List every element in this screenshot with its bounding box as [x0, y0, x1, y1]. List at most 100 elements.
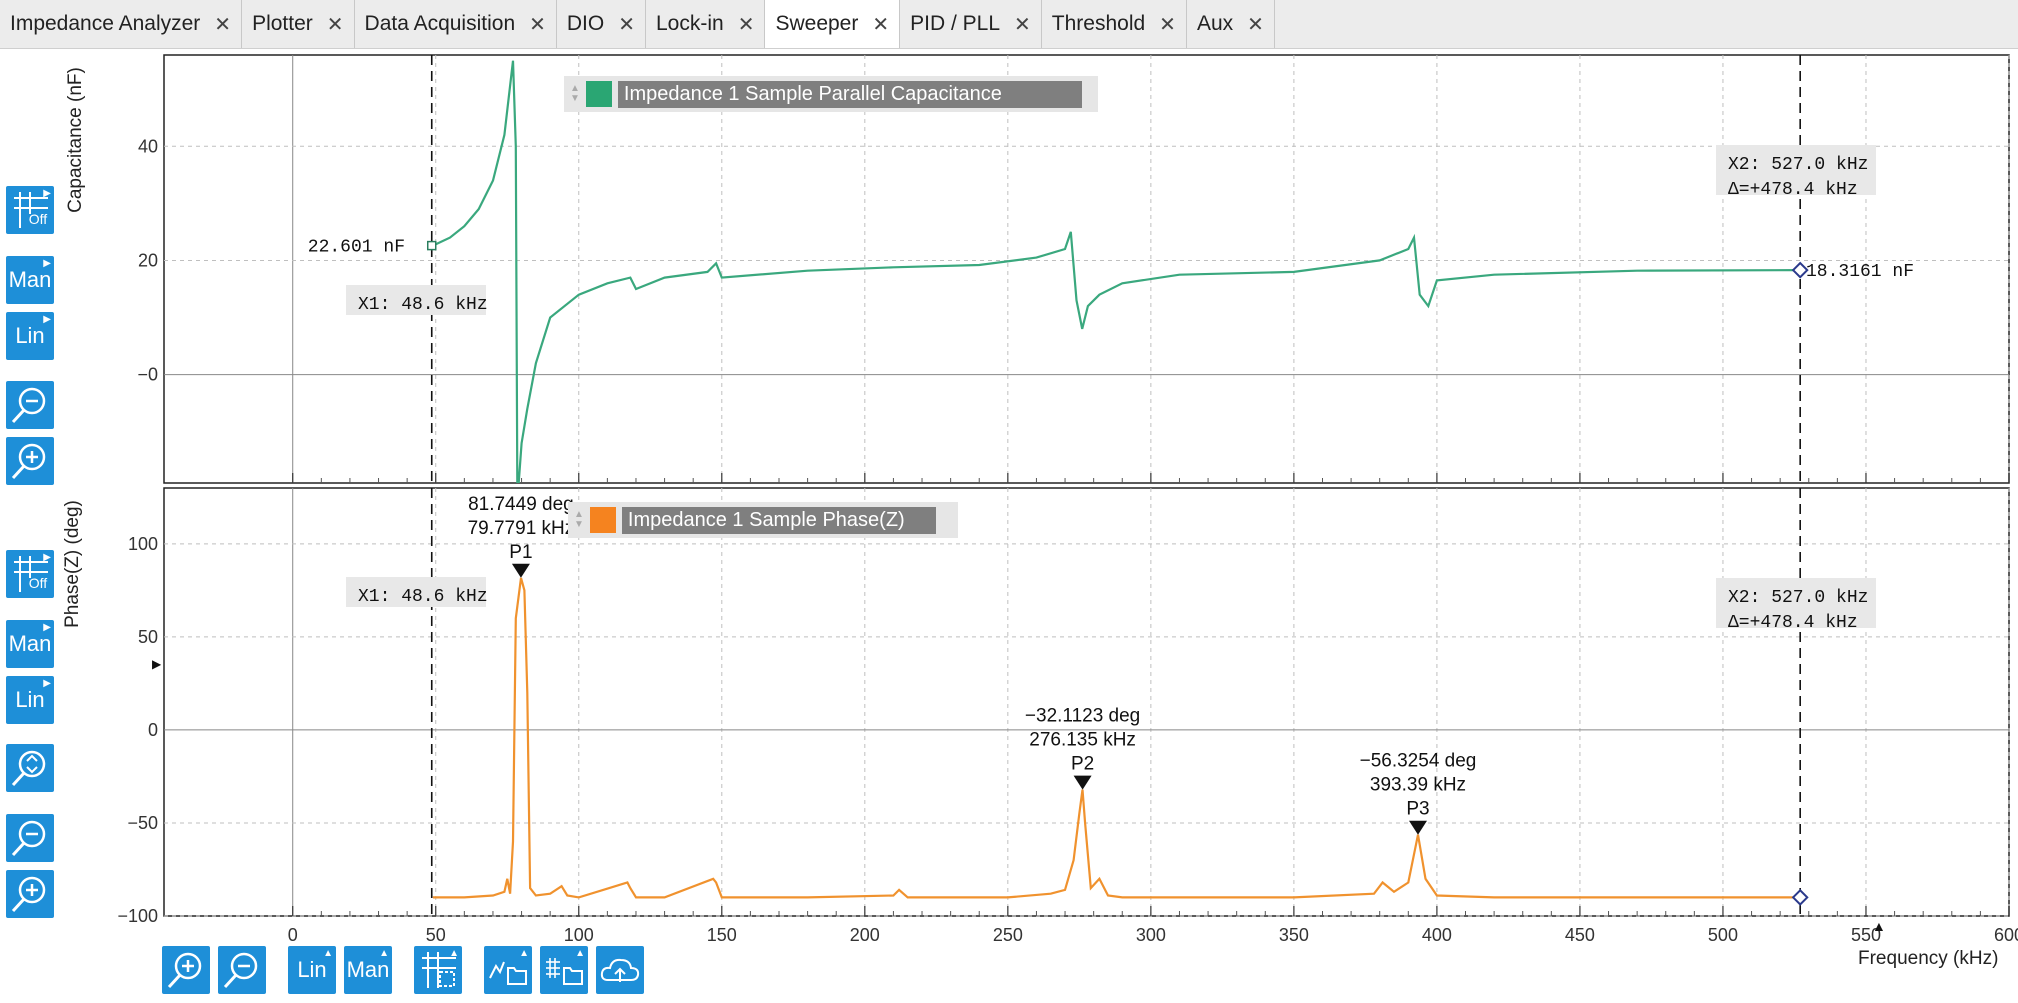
caret-icon: ▶: [43, 678, 51, 689]
tab-lock-in[interactable]: Lock-in ✕: [646, 0, 766, 48]
tab-threshold[interactable]: Threshold ✕: [1042, 0, 1187, 48]
phase-axis-label: Phase(Z) (deg): [62, 500, 83, 628]
export-folder-icon: [546, 958, 583, 985]
cursor-readout-box: [1716, 145, 1876, 195]
tab-pid-pll[interactable]: PID / PLL ✕: [900, 0, 1042, 48]
tab-plotter[interactable]: Plotter ✕: [242, 0, 355, 48]
y-tick-label: 100: [128, 534, 158, 554]
close-tab-icon[interactable]: ✕: [1247, 13, 1264, 36]
export-data-button[interactable]: ▲: [540, 946, 588, 994]
zoom-in-button[interactable]: [6, 870, 54, 918]
x-tick-label: 0: [288, 925, 298, 945]
grid-off-button[interactable]: Off ▶: [6, 550, 54, 598]
cloud-upload-button[interactable]: [596, 946, 644, 994]
y-tick-label: 20: [138, 250, 158, 270]
caret-icon: ▶: [43, 258, 51, 269]
zoom-out-button[interactable]: [6, 814, 54, 862]
grid-icon: Off: [14, 192, 48, 228]
y-tick-label: 50: [138, 627, 158, 647]
zoom-in-icon: [11, 876, 46, 913]
cursor-marker: [1791, 261, 1809, 279]
x-zoom-in-button[interactable]: [162, 946, 210, 994]
zoom-out-icon: [223, 952, 258, 989]
y-marker-icon[interactable]: ▶: [152, 657, 162, 671]
tab-label: Plotter: [252, 12, 313, 35]
tab-impedance-analyzer[interactable]: Impedance Analyzer ✕: [0, 0, 243, 48]
zoom-in-button[interactable]: [6, 437, 54, 485]
caret-icon: ▲: [323, 948, 333, 959]
tab-aux[interactable]: Aux ✕: [1187, 0, 1275, 48]
x-tick-label: 150: [707, 925, 737, 945]
cursor-readout-text: X1: 48.6 kHz: [358, 295, 488, 315]
x-scale-mode-man-button[interactable]: Man ▲: [344, 946, 392, 994]
axis-marker-icon[interactable]: ▲: [1872, 918, 1886, 934]
peak-marker-icon[interactable]: [511, 563, 530, 578]
peak-phase-value: −32.1123 deg: [1025, 706, 1140, 727]
peak-marker-icon[interactable]: [1073, 775, 1092, 790]
peak-name: P3: [1406, 799, 1429, 820]
save-plot-button[interactable]: ▲: [484, 946, 532, 994]
cursor-marker: [426, 240, 437, 251]
caret-icon: ▶: [43, 188, 51, 199]
cursor-readout-text: X2: 527.0 kHz: [1728, 155, 1868, 175]
cursor-grid-button[interactable]: ▲: [414, 946, 462, 994]
scale-type-lin-button[interactable]: Lin ▶: [6, 676, 54, 724]
close-tab-icon[interactable]: ✕: [618, 13, 635, 36]
peak-frequency: 393.39 kHz: [1370, 775, 1466, 796]
caret-icon: ▶: [43, 314, 51, 325]
reorder-icon[interactable]: ▲ ▼: [574, 509, 584, 530]
cursor-readout-box: [1716, 578, 1876, 628]
peak-phase-value: −56.3254 deg: [1360, 751, 1477, 772]
x-zoom-out-button[interactable]: [218, 946, 266, 994]
x-tick-label: 600: [1994, 925, 2018, 945]
series-color-swatch: [585, 81, 612, 107]
close-tab-icon[interactable]: ✕: [1159, 13, 1176, 36]
cursor-value-right: 18.3161 nF: [1806, 262, 1914, 282]
close-tab-icon[interactable]: ✕: [737, 13, 755, 36]
cursor-readout-text: Δ=+478.4 kHz: [1728, 180, 1858, 200]
close-tab-icon[interactable]: ✕: [872, 13, 890, 36]
peak-name: P2: [1071, 754, 1094, 775]
zoom-fit-icon: [11, 750, 46, 787]
lin-label: Lin: [297, 957, 327, 982]
man-label: Man: [346, 957, 390, 982]
reorder-icon[interactable]: ▲ ▼: [570, 83, 580, 104]
cursor-readout-box: [346, 577, 486, 607]
phase-curve: [432, 577, 1801, 899]
grid-off-label: Off: [29, 575, 48, 591]
tab-data-acquisition[interactable]: Data Acquisition ✕: [355, 0, 557, 48]
x-scale-type-lin-button[interactable]: Lin ▲: [288, 946, 336, 994]
caret-icon: ▶: [43, 552, 51, 563]
scale-type-lin-button[interactable]: Lin ▶: [6, 312, 54, 360]
x-tick-label: 250: [993, 925, 1023, 945]
close-tab-icon[interactable]: ✕: [1014, 13, 1031, 36]
peak-marker-icon[interactable]: [1408, 820, 1427, 835]
cursor-marker: [1791, 888, 1809, 906]
tab-label: Sweeper: [775, 12, 859, 35]
peak-frequency: 276.135 kHz: [1029, 730, 1136, 751]
tab-label: Impedance Analyzer: [10, 12, 201, 35]
tab-sweeper[interactable]: Sweeper ✕: [765, 0, 901, 48]
zoom-fit-button[interactable]: [6, 744, 54, 792]
scale-mode-man-button[interactable]: Man ▶: [6, 256, 54, 304]
tab-label: Data Acquisition: [364, 12, 516, 35]
y-tick-label: −100: [117, 906, 158, 926]
tab-dio[interactable]: DIO ✕: [557, 0, 646, 48]
grid-off-button[interactable]: Off ▶: [6, 186, 54, 234]
top-legend[interactable]: ▲ ▼ Impedance 1 Sample Parallel Capacitan…: [564, 76, 1098, 112]
man-label: Man: [8, 631, 52, 656]
x-tick-label: 450: [1565, 925, 1595, 945]
close-tab-icon[interactable]: ✕: [326, 13, 344, 36]
zoom-out-button[interactable]: [6, 381, 54, 429]
close-tab-icon[interactable]: ✕: [529, 13, 546, 36]
y-tick-label: −50: [127, 813, 158, 833]
y-tick-label: −0: [137, 365, 158, 385]
scale-mode-man-button[interactable]: Man ▶: [6, 620, 54, 668]
cursor-grid-icon: [422, 952, 456, 988]
x-tick-label: 50: [426, 925, 446, 945]
x-tick-label: 100: [564, 925, 594, 945]
close-tab-icon[interactable]: ✕: [214, 13, 232, 36]
tab-bar: Impedance Analyzer ✕ Plotter ✕ Data Acquisit…: [0, 0, 2018, 49]
bottom-legend[interactable]: ▲ ▼ Impedance 1 Sample Phase(Z): [568, 502, 958, 538]
